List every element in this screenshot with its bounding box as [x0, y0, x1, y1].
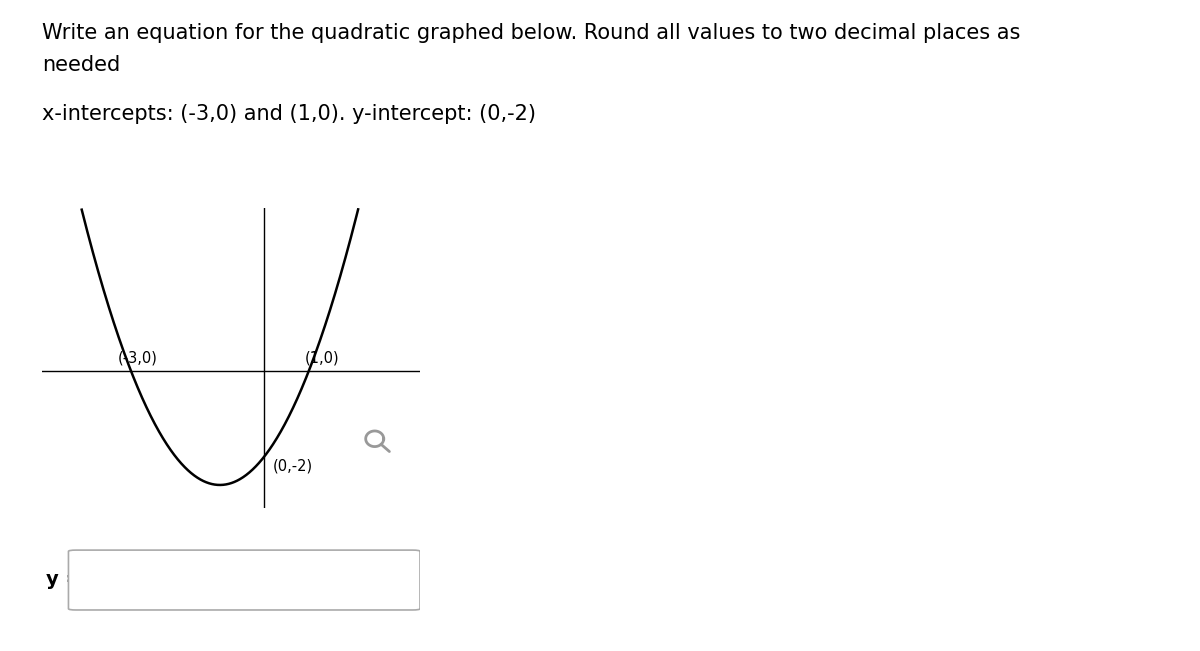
Text: needed: needed	[42, 55, 120, 76]
Text: (0,-2): (0,-2)	[274, 458, 313, 473]
Text: Write an equation for the quadratic graphed below. Round all values to two decim: Write an equation for the quadratic grap…	[42, 23, 1020, 43]
Text: y =: y =	[46, 570, 82, 589]
FancyBboxPatch shape	[68, 550, 420, 610]
Text: (-3,0): (-3,0)	[118, 351, 157, 366]
Text: (1,0): (1,0)	[305, 351, 340, 366]
Text: x-intercepts: (-3,0) and (1,0). y-intercept: (0,-2): x-intercepts: (-3,0) and (1,0). y-interc…	[42, 104, 536, 124]
